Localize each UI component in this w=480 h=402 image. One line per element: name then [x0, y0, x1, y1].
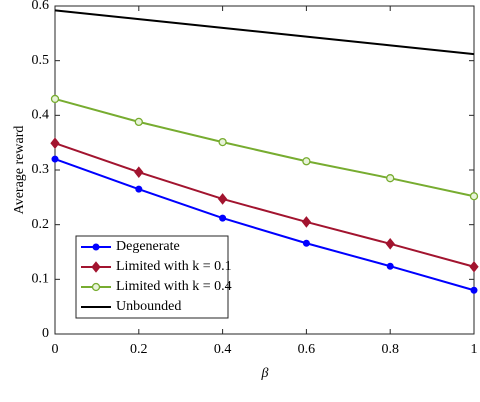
x-tick-label: 0.4 [214, 342, 232, 357]
marker [302, 239, 310, 247]
y-tick-label: 0.3 [32, 162, 50, 177]
series-line [54, 97, 475, 198]
marker [386, 174, 395, 183]
marker [302, 157, 311, 166]
x-axis-label: β [261, 366, 269, 381]
legend-label: Limited with k = 0.1 [116, 259, 232, 274]
x-tick-label: 0.2 [130, 342, 148, 357]
y-tick-label: 0.4 [32, 108, 50, 123]
series-line [54, 142, 475, 268]
legend-marker [92, 243, 100, 251]
x-tick-label: 0 [52, 342, 59, 357]
y-tick-label: 0.6 [32, 0, 50, 13]
legend-box [75, 235, 229, 319]
marker [218, 137, 227, 147]
y-axis-label: Average reward [12, 126, 27, 215]
legend-label: Limited with k = 0.4 [116, 279, 232, 294]
series-line [54, 9, 475, 56]
x-tick-label: 1 [471, 342, 478, 357]
marker [301, 216, 312, 228]
marker [50, 137, 60, 150]
y-tick-label: 0.1 [32, 272, 50, 287]
x-tick-label: 0.6 [298, 342, 316, 357]
marker [469, 260, 479, 273]
marker [134, 166, 144, 178]
legend-marker [91, 261, 101, 273]
y-tick-label: 0.2 [32, 217, 50, 232]
marker [135, 185, 143, 193]
x-tick-label: 0.8 [381, 342, 399, 357]
marker [469, 192, 479, 201]
marker [50, 94, 60, 104]
legend-label: Degenerate [116, 239, 180, 254]
marker [386, 262, 394, 270]
marker [217, 193, 228, 205]
marker [219, 214, 227, 222]
y-tick-label: 0 [42, 326, 49, 341]
marker [385, 237, 395, 250]
marker [134, 117, 143, 127]
series-line [54, 158, 475, 292]
legend-marker [91, 282, 101, 292]
legend-label: Unbounded [116, 299, 181, 314]
marker [51, 155, 59, 163]
y-tick-label: 0.5 [32, 53, 50, 68]
marker [470, 286, 478, 294]
